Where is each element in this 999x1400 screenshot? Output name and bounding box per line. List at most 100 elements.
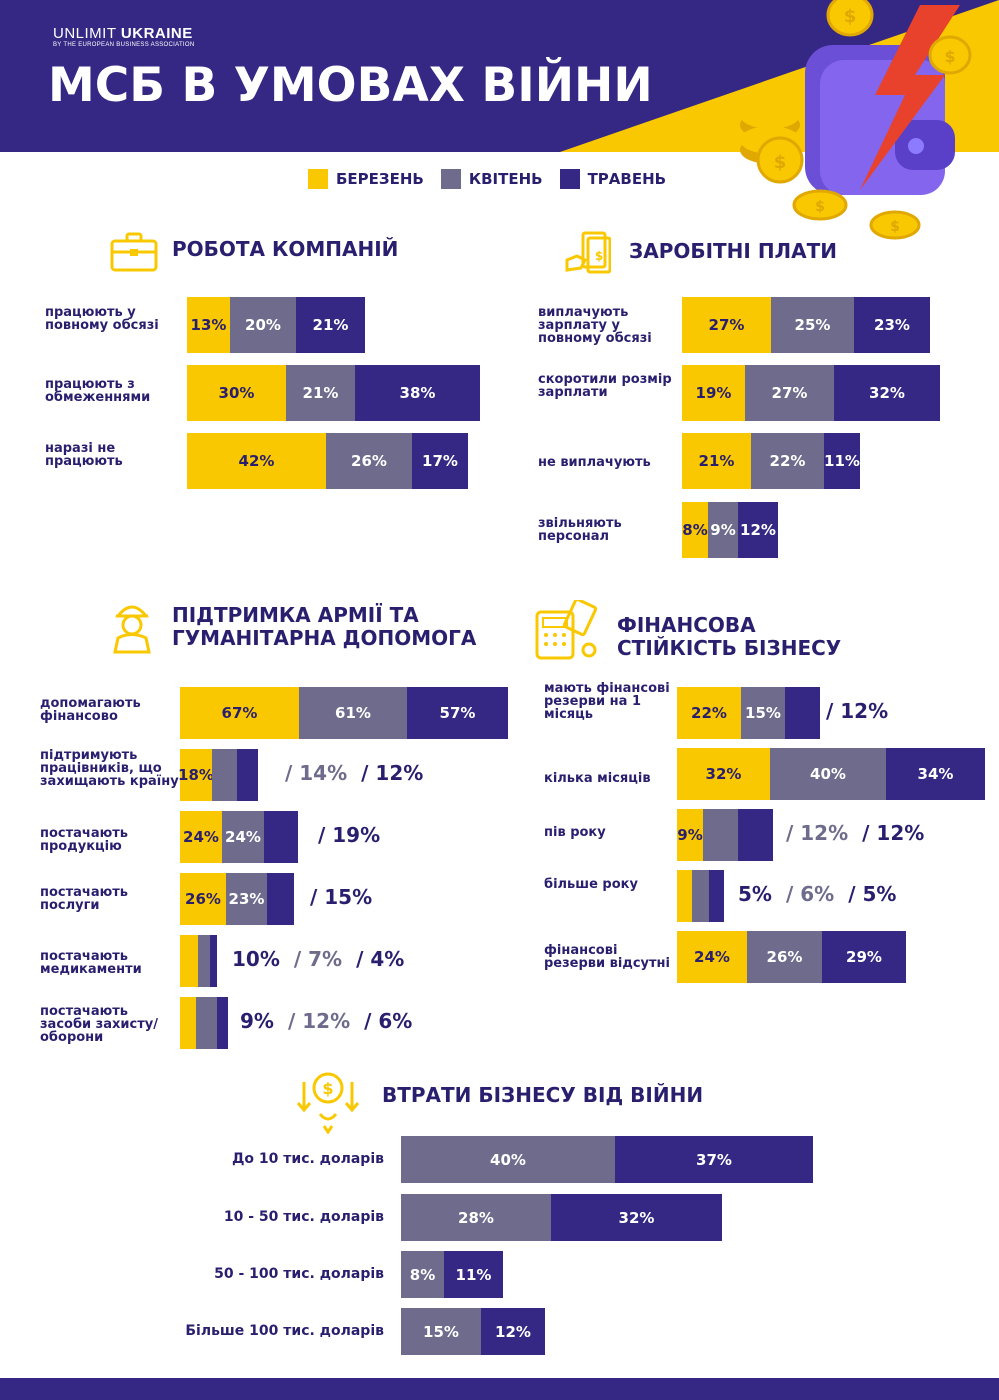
bar-segment: 34% bbox=[886, 748, 985, 800]
row-label: більше року bbox=[544, 877, 638, 892]
row-label: постачають послуги bbox=[40, 885, 129, 913]
data-label: 37% bbox=[696, 1150, 732, 1169]
coin-icon: $ bbox=[826, 0, 874, 37]
stacked-bar: 8% 9% 12% bbox=[682, 502, 778, 558]
svg-text:$: $ bbox=[815, 199, 825, 215]
row-label: працюють з обмеженнями bbox=[45, 377, 151, 405]
row-label: постачають медикаменти bbox=[40, 949, 142, 977]
bar-segment bbox=[267, 873, 294, 925]
data-label: 11% bbox=[455, 1265, 492, 1284]
bar-segment: 29% bbox=[822, 931, 906, 983]
row-label: фінансові резерви відсутні bbox=[544, 943, 670, 971]
data-label: 8% bbox=[409, 1265, 436, 1284]
svg-text:$: $ bbox=[844, 6, 857, 27]
data-label: 24% bbox=[694, 948, 730, 966]
lightning-icon bbox=[860, 5, 960, 190]
data-label: 10% bbox=[232, 947, 280, 971]
data-label-outside: / 12% bbox=[826, 699, 902, 723]
bar-segment: 38% bbox=[355, 365, 480, 421]
data-label: 32% bbox=[618, 1208, 655, 1227]
data-label: 26% bbox=[185, 890, 221, 908]
bar-segment: 37% bbox=[615, 1136, 813, 1183]
bar-segment: 24% bbox=[222, 811, 264, 863]
data-label: 29% bbox=[846, 948, 882, 966]
bar-segment: 9% bbox=[677, 809, 703, 861]
legend-label: БЕРЕЗЕНЬ bbox=[336, 170, 424, 188]
bar-segment bbox=[709, 870, 724, 922]
bar-segment: 21% bbox=[286, 365, 355, 421]
stacked-bar bbox=[180, 997, 228, 1049]
data-label: / 15% bbox=[310, 885, 373, 909]
stacked-bar: 8% 11% bbox=[401, 1251, 503, 1298]
bar-segment bbox=[212, 749, 237, 801]
data-label: 27% bbox=[771, 384, 808, 402]
bar-segment: 27% bbox=[682, 297, 771, 353]
data-label: 32% bbox=[869, 384, 905, 402]
stacked-bar: 19% 27% 32% bbox=[682, 365, 940, 421]
stacked-bar: 18% bbox=[178, 749, 258, 801]
row-label: постачають продукцію bbox=[40, 826, 129, 854]
bar-segment bbox=[237, 749, 258, 801]
row-label: До 10 тис. доларів bbox=[231, 1151, 384, 1167]
bar-segment: 8% bbox=[682, 502, 708, 558]
wallet-coins-illustration: $ $ $ $ $ bbox=[740, 0, 972, 240]
bar-segment bbox=[264, 811, 298, 863]
data-label: 23% bbox=[228, 890, 265, 908]
stacked-bar: 15% 12% bbox=[401, 1308, 545, 1355]
row-label: 50 - 100 тис. доларів bbox=[214, 1266, 384, 1282]
data-label: 57% bbox=[439, 704, 476, 722]
bar-segment: 40% bbox=[401, 1136, 615, 1183]
data-label: 26% bbox=[766, 948, 803, 966]
calculator-icon bbox=[535, 600, 598, 660]
svg-text:$: $ bbox=[890, 219, 900, 235]
data-label: 26% bbox=[351, 452, 387, 470]
data-label: / 7% bbox=[293, 947, 343, 971]
section-title-company-work: РОБОТА КОМПАНІЙ bbox=[172, 237, 399, 261]
stacked-bar: 30% 21% 38% bbox=[187, 365, 480, 421]
data-label: 18% bbox=[178, 766, 214, 784]
bar-segment: 22% bbox=[677, 687, 741, 739]
legend-label: ТРАВЕНЬ bbox=[587, 170, 667, 188]
bar-segment: 23% bbox=[854, 297, 930, 353]
data-label: / 12% bbox=[361, 761, 424, 785]
legend: БЕРЕЗЕНЬ КВІТЕНЬ ТРАВЕНЬ bbox=[308, 168, 683, 190]
data-label: 8% bbox=[682, 521, 708, 539]
bar-segment: 24% bbox=[677, 931, 747, 983]
bar-segment bbox=[180, 997, 196, 1049]
data-label: 25% bbox=[794, 316, 831, 334]
bar-segment bbox=[738, 809, 773, 861]
data-label: 32% bbox=[705, 765, 742, 783]
bar-segment: 30% bbox=[187, 365, 286, 421]
bar-segment: 42% bbox=[187, 433, 326, 489]
data-label: 27% bbox=[708, 316, 745, 334]
bar-segment: 61% bbox=[299, 687, 407, 739]
data-label: 15% bbox=[745, 704, 781, 722]
stacked-bar: 40% 37% bbox=[401, 1136, 813, 1183]
data-label: 9% bbox=[677, 826, 703, 844]
stacked-bar: 24% 26% 29% bbox=[677, 931, 906, 983]
bar-segment: 26% bbox=[747, 931, 822, 983]
data-label: / 19% bbox=[318, 823, 381, 847]
legend-item-may: ТРАВЕНЬ bbox=[559, 169, 667, 189]
stacked-bar: 13% 20% 21% bbox=[187, 297, 365, 353]
bar-segment: 40% bbox=[770, 748, 886, 800]
bar-segment: 26% bbox=[180, 873, 226, 925]
stacked-bar: 24% 24% bbox=[180, 811, 298, 863]
data-label-outside: / 14% / 12% bbox=[285, 761, 437, 785]
legend-swatch bbox=[440, 169, 461, 189]
bar-segment: 21% bbox=[682, 433, 751, 489]
data-label: 30% bbox=[218, 384, 255, 402]
data-label: 34% bbox=[917, 765, 954, 783]
row-label: працюють у повному обсязі bbox=[45, 305, 159, 333]
money-loss-icon: $ bbox=[296, 1072, 360, 1134]
brand-logo: UNLIMIT UKRAINE bbox=[53, 25, 193, 42]
bar-segment: 57% bbox=[407, 687, 508, 739]
data-label: 24% bbox=[183, 828, 219, 846]
data-label: 21% bbox=[698, 452, 735, 470]
bar-segment: 27% bbox=[745, 365, 834, 421]
bar-segment: 32% bbox=[834, 365, 940, 421]
stacked-bar: 67% 61% 57% bbox=[180, 687, 508, 739]
briefcase-icon bbox=[110, 232, 158, 272]
data-label-outside: / 19% bbox=[318, 823, 394, 847]
bar-segment: 8% bbox=[401, 1251, 444, 1298]
